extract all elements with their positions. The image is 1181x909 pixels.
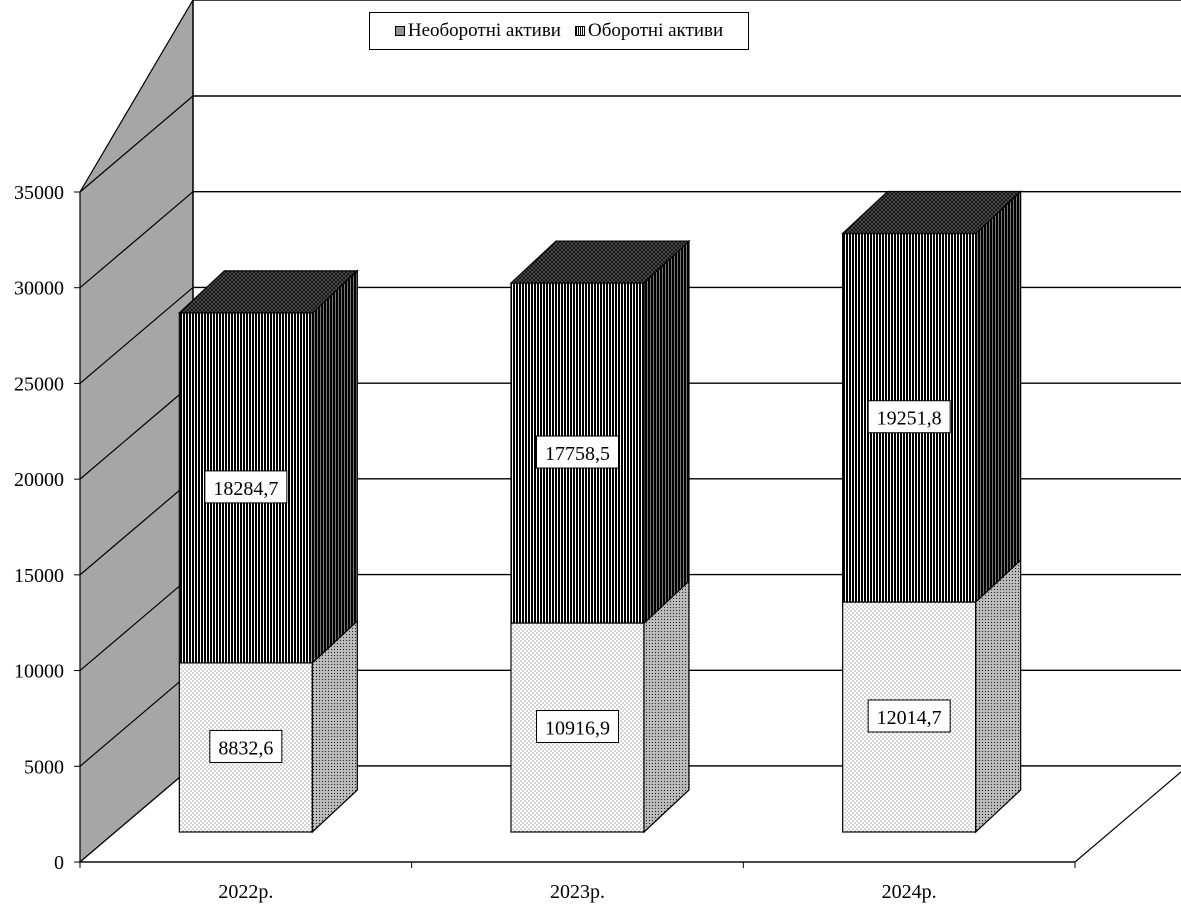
legend-item-noncurrent: Необоротні активи [394,20,561,42]
y-tick-label: 20000 [14,469,64,491]
bar-side [975,558,1022,834]
y-tick-label: 35000 [14,182,64,204]
data-label: 17758,5 [545,443,610,465]
data-label: 12014,7 [877,707,942,729]
gridline-side [79,574,194,672]
y-tick-label: 10000 [14,661,64,683]
gridline-side [79,191,194,289]
data-label: 18284,7 [213,478,278,500]
bar-top [177,270,359,314]
gridline-side [79,95,194,193]
legend-item-current: Оборотні активи [574,20,724,42]
y-tick-label: 5000 [24,756,64,778]
legend-label-noncurrent: Необоротні активи [407,20,561,41]
bar-side [643,239,690,625]
data-label-box [209,729,283,763]
y-tick-label: 15000 [14,565,64,587]
data-label: 10916,9 [545,718,610,740]
data-label-box [204,470,288,504]
y-tick-label: 0 [54,852,64,874]
gridline-side [79,286,194,384]
legend-swatch-striped [574,26,585,36]
data-label-box [536,710,619,744]
bar-side [975,190,1022,604]
x-tick-label: 2022р. [218,881,273,903]
data-label-box [867,699,951,733]
data-label-box [536,435,619,469]
bar-top [841,190,1023,235]
x-tick-label: 2023р. [550,881,605,903]
bar-side [643,579,690,834]
gridline-side [79,478,194,576]
y-tick-label: 25000 [14,373,64,395]
legend-swatch-dotted [394,26,405,36]
data-label: 19251,8 [877,408,942,430]
y-tick-label: 30000 [14,278,64,300]
data-label-box [867,400,951,434]
legend-label-current: Оборотні активи [587,20,724,41]
gridline-side [79,382,194,480]
bar-side [311,269,358,665]
x-tick-label: 2024р. [882,881,937,903]
bar-top [509,240,691,284]
data-label: 8832,6 [218,737,273,759]
legend: Необоротні активи Оборотні активи [369,12,749,50]
gridline-side [79,669,194,767]
